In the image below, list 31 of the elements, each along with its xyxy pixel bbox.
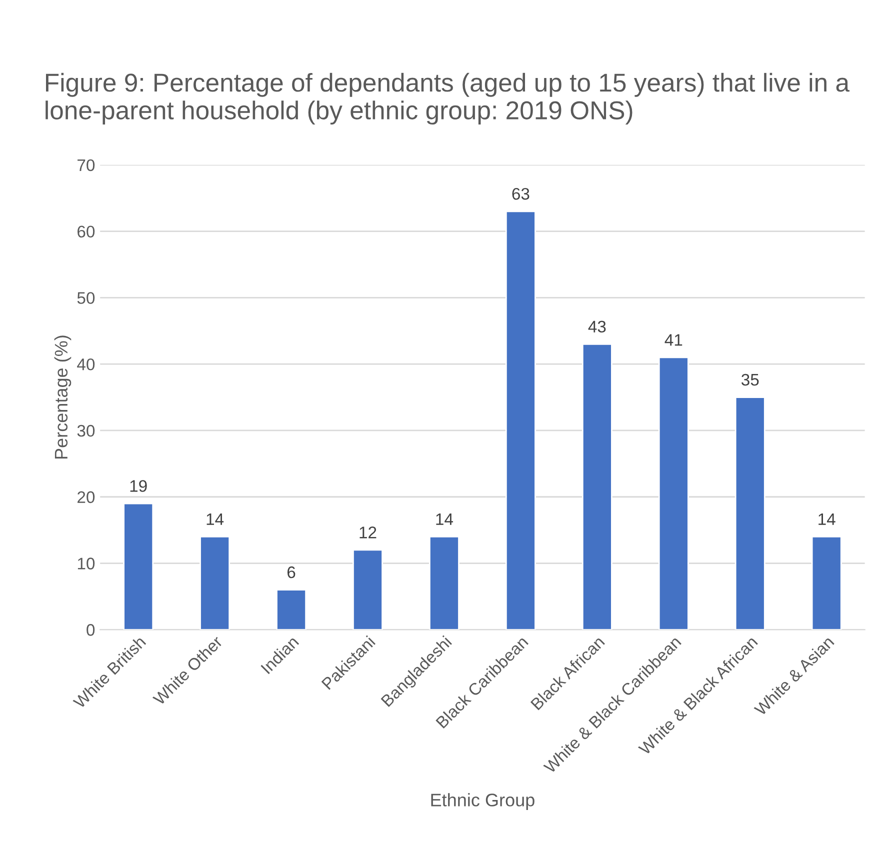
y-tick-label: 20 — [78, 491, 95, 504]
bar — [123, 502, 154, 630]
data-label: 12 — [360, 526, 376, 538]
bar — [276, 589, 306, 630]
data-label: 41 — [664, 334, 682, 346]
bar — [352, 549, 383, 630]
data-label: 63 — [512, 188, 530, 200]
data-label: 14 — [436, 513, 454, 525]
y-tick-label: 60 — [78, 226, 95, 238]
y-tick-label: 70 — [78, 159, 95, 172]
y-tick-label: 50 — [77, 292, 95, 304]
bar — [734, 396, 766, 630]
x-axis-title: Ethnic Group — [431, 793, 534, 810]
y-axis-title: Percentage (%) — [54, 336, 72, 459]
bar — [811, 536, 842, 630]
y-tick-label: 10 — [78, 558, 95, 570]
data-label: 43 — [588, 320, 606, 333]
chart-title: Figure 9: Percentage of dependants (aged up to 15 years) that live in a lone-parent household (by ethnic group: 2019 ONS) — [46, 72, 850, 125]
data-label: 35 — [741, 374, 759, 386]
data-label: 14 — [818, 513, 836, 525]
data-label: 6 — [287, 566, 296, 578]
bar — [658, 356, 689, 630]
data-label: 14 — [206, 513, 224, 525]
bar — [429, 536, 460, 630]
data-label: 19 — [130, 480, 147, 492]
y-tick-label: 40 — [77, 358, 95, 370]
y-tick-label: 0 — [86, 624, 95, 636]
bar — [582, 343, 612, 630]
bar — [505, 210, 536, 630]
y-tick-label: 30 — [77, 424, 95, 437]
bar — [200, 536, 230, 630]
